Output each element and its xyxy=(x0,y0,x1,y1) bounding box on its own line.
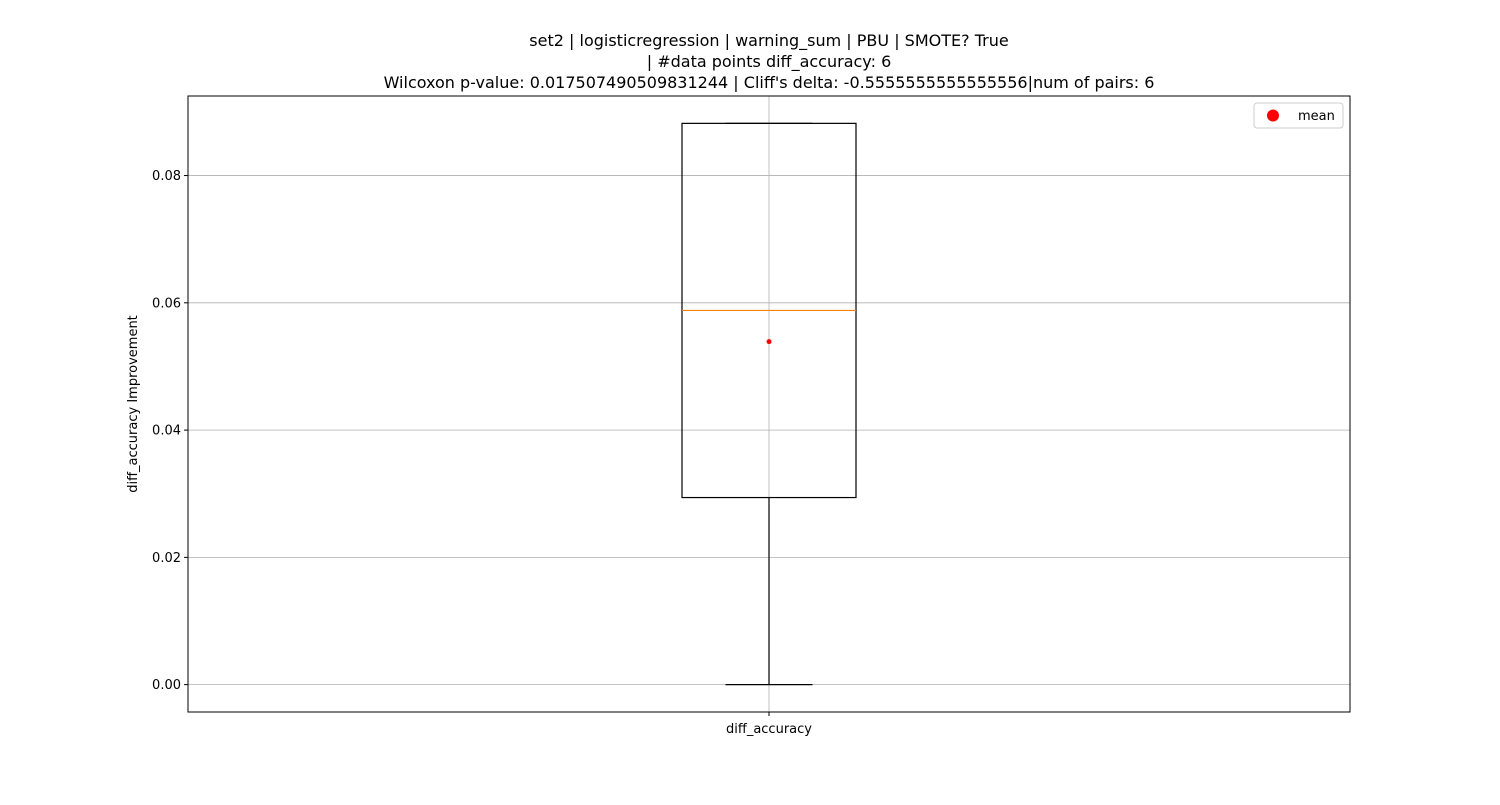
title-line-2: | #data points diff_accuracy: 6 xyxy=(647,52,892,72)
y-axis-label: diff_accuracy Improvement xyxy=(126,315,141,493)
y-tick-label: 0.02 xyxy=(152,551,181,566)
x-axis-ticks: diff_accuracy xyxy=(726,712,812,737)
chart-title: set2 | logisticregression | warning_sum … xyxy=(384,31,1155,92)
y-tick-label: 0.06 xyxy=(152,296,181,311)
mean-marker xyxy=(766,339,772,345)
grid xyxy=(188,96,1350,712)
box-layer xyxy=(681,122,857,686)
y-tick-label: 0.00 xyxy=(152,678,181,693)
legend-box xyxy=(1253,102,1344,129)
y-axis-ticks: 0.00 0.02 0.04 0.06 0.08 xyxy=(152,169,188,693)
title-line-3: Wilcoxon p-value: 0.017507490509831244 |… xyxy=(384,73,1155,92)
legend-mean-label: mean xyxy=(1298,109,1335,124)
title-line-1: set2 | logisticregression | warning_sum … xyxy=(529,31,1008,51)
legend: mean xyxy=(1253,102,1344,129)
y-tick-label: 0.04 xyxy=(152,424,181,439)
x-tick-label: diff_accuracy xyxy=(726,722,812,737)
y-tick-label: 0.08 xyxy=(152,169,181,184)
legend-mean-marker xyxy=(1267,109,1279,122)
